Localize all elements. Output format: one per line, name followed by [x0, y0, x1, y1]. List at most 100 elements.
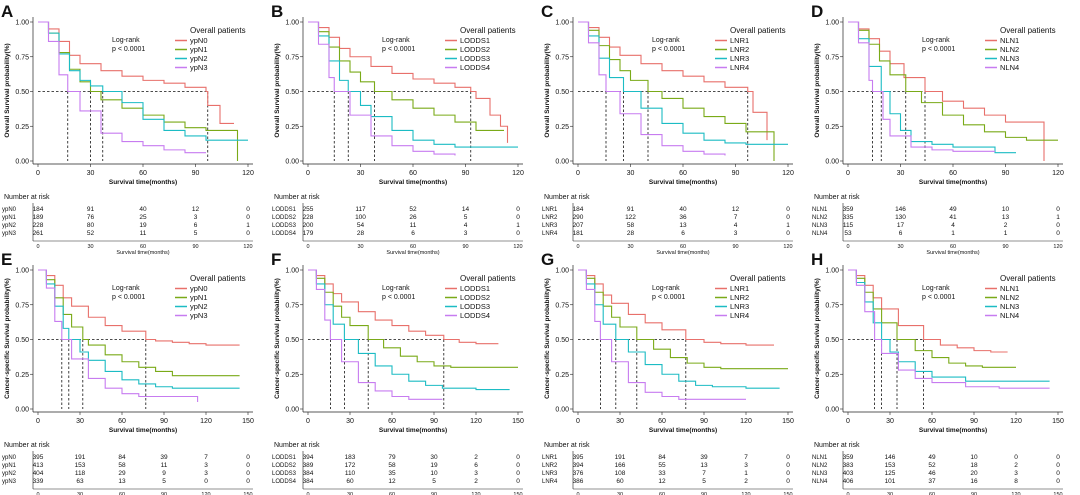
risk-count: 395: [33, 454, 44, 461]
x-tick-label: 60: [949, 170, 957, 177]
x-tick-label: 90: [970, 418, 978, 425]
x-tick-label: 30: [357, 170, 365, 177]
logrank-label: Log-rank: [922, 37, 950, 44]
y-axis-label: Overall Survival probability(%): [544, 43, 551, 137]
risk-x-tick-label: 90: [431, 492, 437, 495]
y-tick-label: 0.50: [825, 89, 839, 96]
panel-letter: C: [541, 2, 553, 21]
risk-count: 191: [615, 454, 626, 461]
panel-letter: E: [1, 250, 12, 269]
y-tick-label: 1.00: [285, 20, 299, 27]
risk-count: 0: [786, 454, 790, 461]
risk-row-label: NLN3: [812, 223, 828, 229]
panel-H: H Cancer-specific Survival probability(%)…: [811, 250, 1064, 495]
y-tick-label: 0.00: [285, 407, 299, 414]
risk-x-tick-label: 120: [1011, 492, 1020, 495]
risk-count: 12: [658, 478, 666, 485]
x-tick-label: 30: [886, 418, 894, 425]
y-tick-label: 0.25: [555, 372, 569, 379]
legend-title: Overall patients: [190, 274, 246, 283]
legend-item-nln1: NLN1: [1000, 36, 1019, 45]
risk-row-label: NLN2: [812, 215, 828, 221]
x-tick-label: 90: [160, 418, 168, 425]
pvalue-label: p < 0.0001: [382, 294, 415, 301]
risk-x-axis-label: Survival time(months): [386, 250, 439, 256]
risk-row-label: NLN1: [812, 455, 828, 461]
survival-curve-ypn0: [38, 21, 234, 125]
risk-count: 191: [75, 454, 86, 461]
risk-count: 0: [1056, 206, 1060, 213]
risk-row-label: LNR1: [542, 455, 558, 461]
risk-count: 29: [118, 470, 126, 477]
risk-count: 130: [895, 214, 906, 221]
risk-count: 91: [87, 206, 95, 213]
legend-item-nln2: NLN2: [1000, 45, 1019, 54]
y-axis-label: Overall Survival probability(%): [814, 43, 821, 137]
risk-count: 228: [303, 214, 314, 221]
risk-x-tick-label: 150: [513, 492, 522, 495]
risk-x-tick-label: 60: [410, 244, 416, 250]
legend-item-ypn2: ypN2: [190, 302, 208, 311]
survival-curve-nln4: [848, 269, 1050, 389]
legend-item-ypn0: ypN0: [190, 36, 208, 45]
x-tick-label: 30: [76, 418, 84, 425]
risk-x-tick-label: 0: [846, 492, 849, 495]
risk-count: 3: [1014, 470, 1018, 477]
risk-row-label: LODDS4: [272, 231, 297, 237]
legend-title: Overall patients: [460, 274, 516, 283]
survival-curve-ypn3: [38, 21, 206, 154]
risk-row-label: LODDS1: [272, 207, 297, 213]
risk-count: 0: [1056, 478, 1060, 485]
risk-count: 101: [885, 478, 896, 485]
risk-table-title: Number at risk: [544, 194, 590, 201]
risk-count: 2: [1014, 462, 1018, 469]
x-tick-label: 90: [732, 170, 740, 177]
panel-letter: F: [271, 250, 281, 269]
legend-item-lodds3: LODDS3: [460, 54, 490, 63]
x-tick-label: 90: [430, 418, 438, 425]
risk-count: 13: [118, 478, 126, 485]
x-axis-label: Survival time(months): [649, 179, 717, 186]
risk-count: 146: [885, 454, 896, 461]
logrank-label: Log-rank: [922, 285, 950, 292]
risk-x-tick-label: 30: [87, 244, 93, 250]
risk-x-tick-label: 120: [201, 492, 210, 495]
x-tick-label: 150: [242, 418, 254, 425]
risk-count: 153: [885, 462, 896, 469]
risk-x-tick-label: 60: [950, 244, 956, 250]
y-tick-label: 1.00: [285, 268, 299, 275]
risk-count: 35: [388, 470, 396, 477]
y-axis-label: Overall Survival probability(%): [4, 43, 11, 137]
risk-row-label: ypN1: [2, 463, 17, 469]
legend-item-lnr2: LNR2: [730, 45, 749, 54]
risk-count: 5: [702, 478, 706, 485]
risk-count: 108: [615, 470, 626, 477]
risk-count: 0: [246, 214, 250, 221]
risk-count: 8: [1014, 478, 1018, 485]
x-tick-label: 60: [118, 418, 126, 425]
legend-item-lodds1: LODDS1: [460, 36, 490, 45]
x-tick-label: 90: [700, 418, 708, 425]
risk-count: 2: [474, 454, 478, 461]
legend-item-nln1: NLN1: [1000, 284, 1019, 293]
x-tick-label: 0: [36, 418, 40, 425]
risk-count: 10: [1002, 206, 1010, 213]
x-tick-label: 0: [576, 418, 580, 425]
risk-x-tick-label: 60: [659, 492, 665, 495]
x-tick-label: 30: [627, 170, 635, 177]
risk-count: 33: [658, 470, 666, 477]
pvalue-label: p < 0.0001: [922, 294, 955, 301]
risk-count: 11: [161, 462, 168, 469]
y-tick-label: 0.50: [555, 337, 569, 344]
x-axis-label: Survival time(months): [379, 179, 447, 186]
panel-F: F Cancer-specific Survival probability(%)…: [271, 250, 524, 495]
legend-item-lnr1: LNR1: [730, 36, 749, 45]
x-axis-label: Survival time(months): [649, 427, 717, 434]
y-tick-label: 0.50: [555, 89, 569, 96]
risk-x-tick-label: 150: [243, 492, 252, 495]
x-tick-label: 0: [36, 170, 40, 177]
y-tick-label: 0.75: [555, 302, 569, 309]
risk-x-axis-label: Survival time(months): [116, 250, 169, 256]
risk-x-tick-label: 120: [513, 244, 522, 250]
risk-row-label: LNR3: [542, 471, 558, 477]
